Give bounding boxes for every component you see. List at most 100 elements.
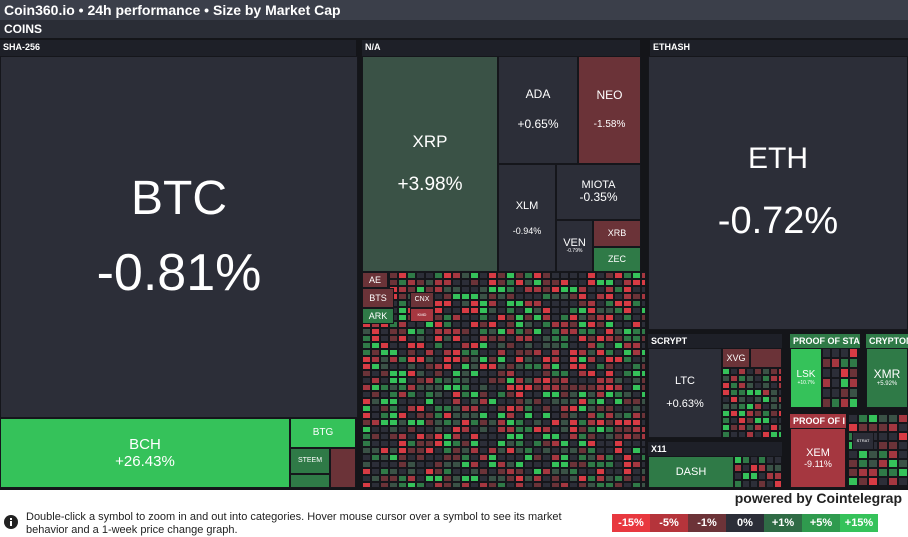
small-coin-tile[interactable] <box>443 426 452 433</box>
small-coin-tile[interactable] <box>614 314 623 321</box>
small-coin-tile[interactable] <box>605 433 614 440</box>
small-coin-tile[interactable] <box>778 375 782 382</box>
small-coin-tile[interactable] <box>443 475 452 482</box>
small-coin-tile[interactable] <box>533 447 542 454</box>
small-coin-tile[interactable] <box>596 328 605 335</box>
small-coin-tile[interactable] <box>506 419 515 426</box>
small-coin-tile[interactable] <box>878 477 888 486</box>
small-coin-tile[interactable] <box>849 388 858 398</box>
small-coin-tile[interactable] <box>614 335 623 342</box>
small-coin-tile[interactable] <box>488 447 497 454</box>
tile-ark[interactable]: ARK <box>362 308 394 324</box>
small-coin-tile[interactable] <box>770 417 778 424</box>
small-coin-tile[interactable] <box>407 426 416 433</box>
small-coin-tile[interactable] <box>542 307 551 314</box>
small-coin-tile[interactable] <box>488 279 497 286</box>
small-coin-tile[interactable] <box>443 314 452 321</box>
small-coin-tile[interactable] <box>542 377 551 384</box>
small-coin-tile[interactable] <box>587 321 596 328</box>
small-coin-tile[interactable] <box>470 419 479 426</box>
small-coin-tile[interactable] <box>623 412 632 419</box>
small-coin-tile[interactable] <box>738 403 746 410</box>
small-coin-tile[interactable] <box>461 307 470 314</box>
small-coin-tile[interactable] <box>605 342 614 349</box>
small-coin-tile[interactable] <box>407 461 416 468</box>
small-coin-tile[interactable] <box>479 307 488 314</box>
small-coin-tile[interactable] <box>840 368 849 378</box>
small-coin-tile[interactable] <box>734 464 742 472</box>
small-coin-tile[interactable] <box>878 459 888 468</box>
small-coin-tile[interactable] <box>389 398 398 405</box>
small-coin-tile[interactable] <box>515 468 524 475</box>
small-coin-tile[interactable] <box>632 321 641 328</box>
small-coin-tile[interactable] <box>632 342 641 349</box>
small-coin-tile[interactable] <box>560 377 569 384</box>
small-coin-tile[interactable] <box>452 447 461 454</box>
small-coin-tile[interactable] <box>746 403 754 410</box>
small-coin-tile[interactable] <box>398 405 407 412</box>
small-coin-tile[interactable] <box>425 279 434 286</box>
small-coin-tile[interactable] <box>888 477 898 486</box>
small-coin-tile[interactable] <box>434 405 443 412</box>
small-coin-tile[interactable] <box>858 368 860 378</box>
small-coin-tile[interactable] <box>587 412 596 419</box>
small-coin-tile[interactable] <box>758 456 766 464</box>
small-coin-tile[interactable] <box>506 272 515 279</box>
small-coin-tile[interactable] <box>407 447 416 454</box>
small-coin-tile[interactable] <box>560 342 569 349</box>
small-coin-tile[interactable] <box>533 370 542 377</box>
small-coin-tile[interactable] <box>551 363 560 370</box>
small-coin-tile[interactable] <box>362 419 371 426</box>
small-coin-tile[interactable] <box>524 440 533 447</box>
small-coin-tile[interactable] <box>734 472 742 480</box>
small-coin-tile[interactable] <box>578 307 587 314</box>
small-coin-tile[interactable] <box>506 405 515 412</box>
small-coin-tile[interactable] <box>506 475 515 482</box>
small-coin-tile[interactable] <box>452 328 461 335</box>
small-coin-tile[interactable] <box>488 405 497 412</box>
small-coin-tile[interactable] <box>623 272 632 279</box>
small-coin-tile[interactable] <box>515 293 524 300</box>
small-coin-tile[interactable] <box>754 382 762 389</box>
small-coin-tile[interactable] <box>425 356 434 363</box>
small-coin-tile[interactable] <box>641 391 646 398</box>
small-coin-tile[interactable] <box>560 447 569 454</box>
small-coin-tile[interactable] <box>434 342 443 349</box>
small-coin-tile[interactable] <box>722 424 730 431</box>
small-coin-tile[interactable] <box>479 384 488 391</box>
small-coin-tile[interactable] <box>434 307 443 314</box>
small-coin-tile[interactable] <box>722 403 730 410</box>
small-coin-tile[interactable] <box>641 293 646 300</box>
small-coin-tile[interactable] <box>770 382 778 389</box>
small-coin-tile[interactable] <box>560 307 569 314</box>
small-coin-tile[interactable] <box>434 412 443 419</box>
small-coin-tile[interactable] <box>822 348 831 358</box>
small-coin-tile[interactable] <box>766 456 774 464</box>
small-coin-tile[interactable] <box>398 461 407 468</box>
small-coin-tile[interactable] <box>533 398 542 405</box>
small-coin-tile[interactable] <box>551 426 560 433</box>
small-coin-tile[interactable] <box>371 482 380 488</box>
small-coin-tile[interactable] <box>596 370 605 377</box>
small-coin-tile[interactable] <box>858 459 868 468</box>
small-coin-tile[interactable] <box>434 440 443 447</box>
small-coin-tile[interactable] <box>722 368 730 375</box>
small-coin-tile[interactable] <box>831 358 840 368</box>
small-coin-tile[interactable] <box>623 279 632 286</box>
small-coin-tile[interactable] <box>614 377 623 384</box>
small-coin-tile[interactable] <box>497 356 506 363</box>
small-coin-tile[interactable] <box>746 389 754 396</box>
small-coin-tile[interactable] <box>443 398 452 405</box>
small-coin-tile[interactable] <box>623 482 632 488</box>
small-coin-tile[interactable] <box>623 475 632 482</box>
small-coin-tile[interactable] <box>497 426 506 433</box>
small-coin-tile[interactable] <box>623 419 632 426</box>
small-coin-tile[interactable] <box>398 307 407 314</box>
small-coin-tile[interactable] <box>434 419 443 426</box>
small-coin-tile[interactable] <box>542 391 551 398</box>
small-coin-tile[interactable] <box>848 486 858 488</box>
small-coin-tile[interactable] <box>569 468 578 475</box>
small-coin-tile[interactable] <box>632 293 641 300</box>
small-coin-tile[interactable] <box>770 375 778 382</box>
small-coin-tile[interactable] <box>868 459 878 468</box>
